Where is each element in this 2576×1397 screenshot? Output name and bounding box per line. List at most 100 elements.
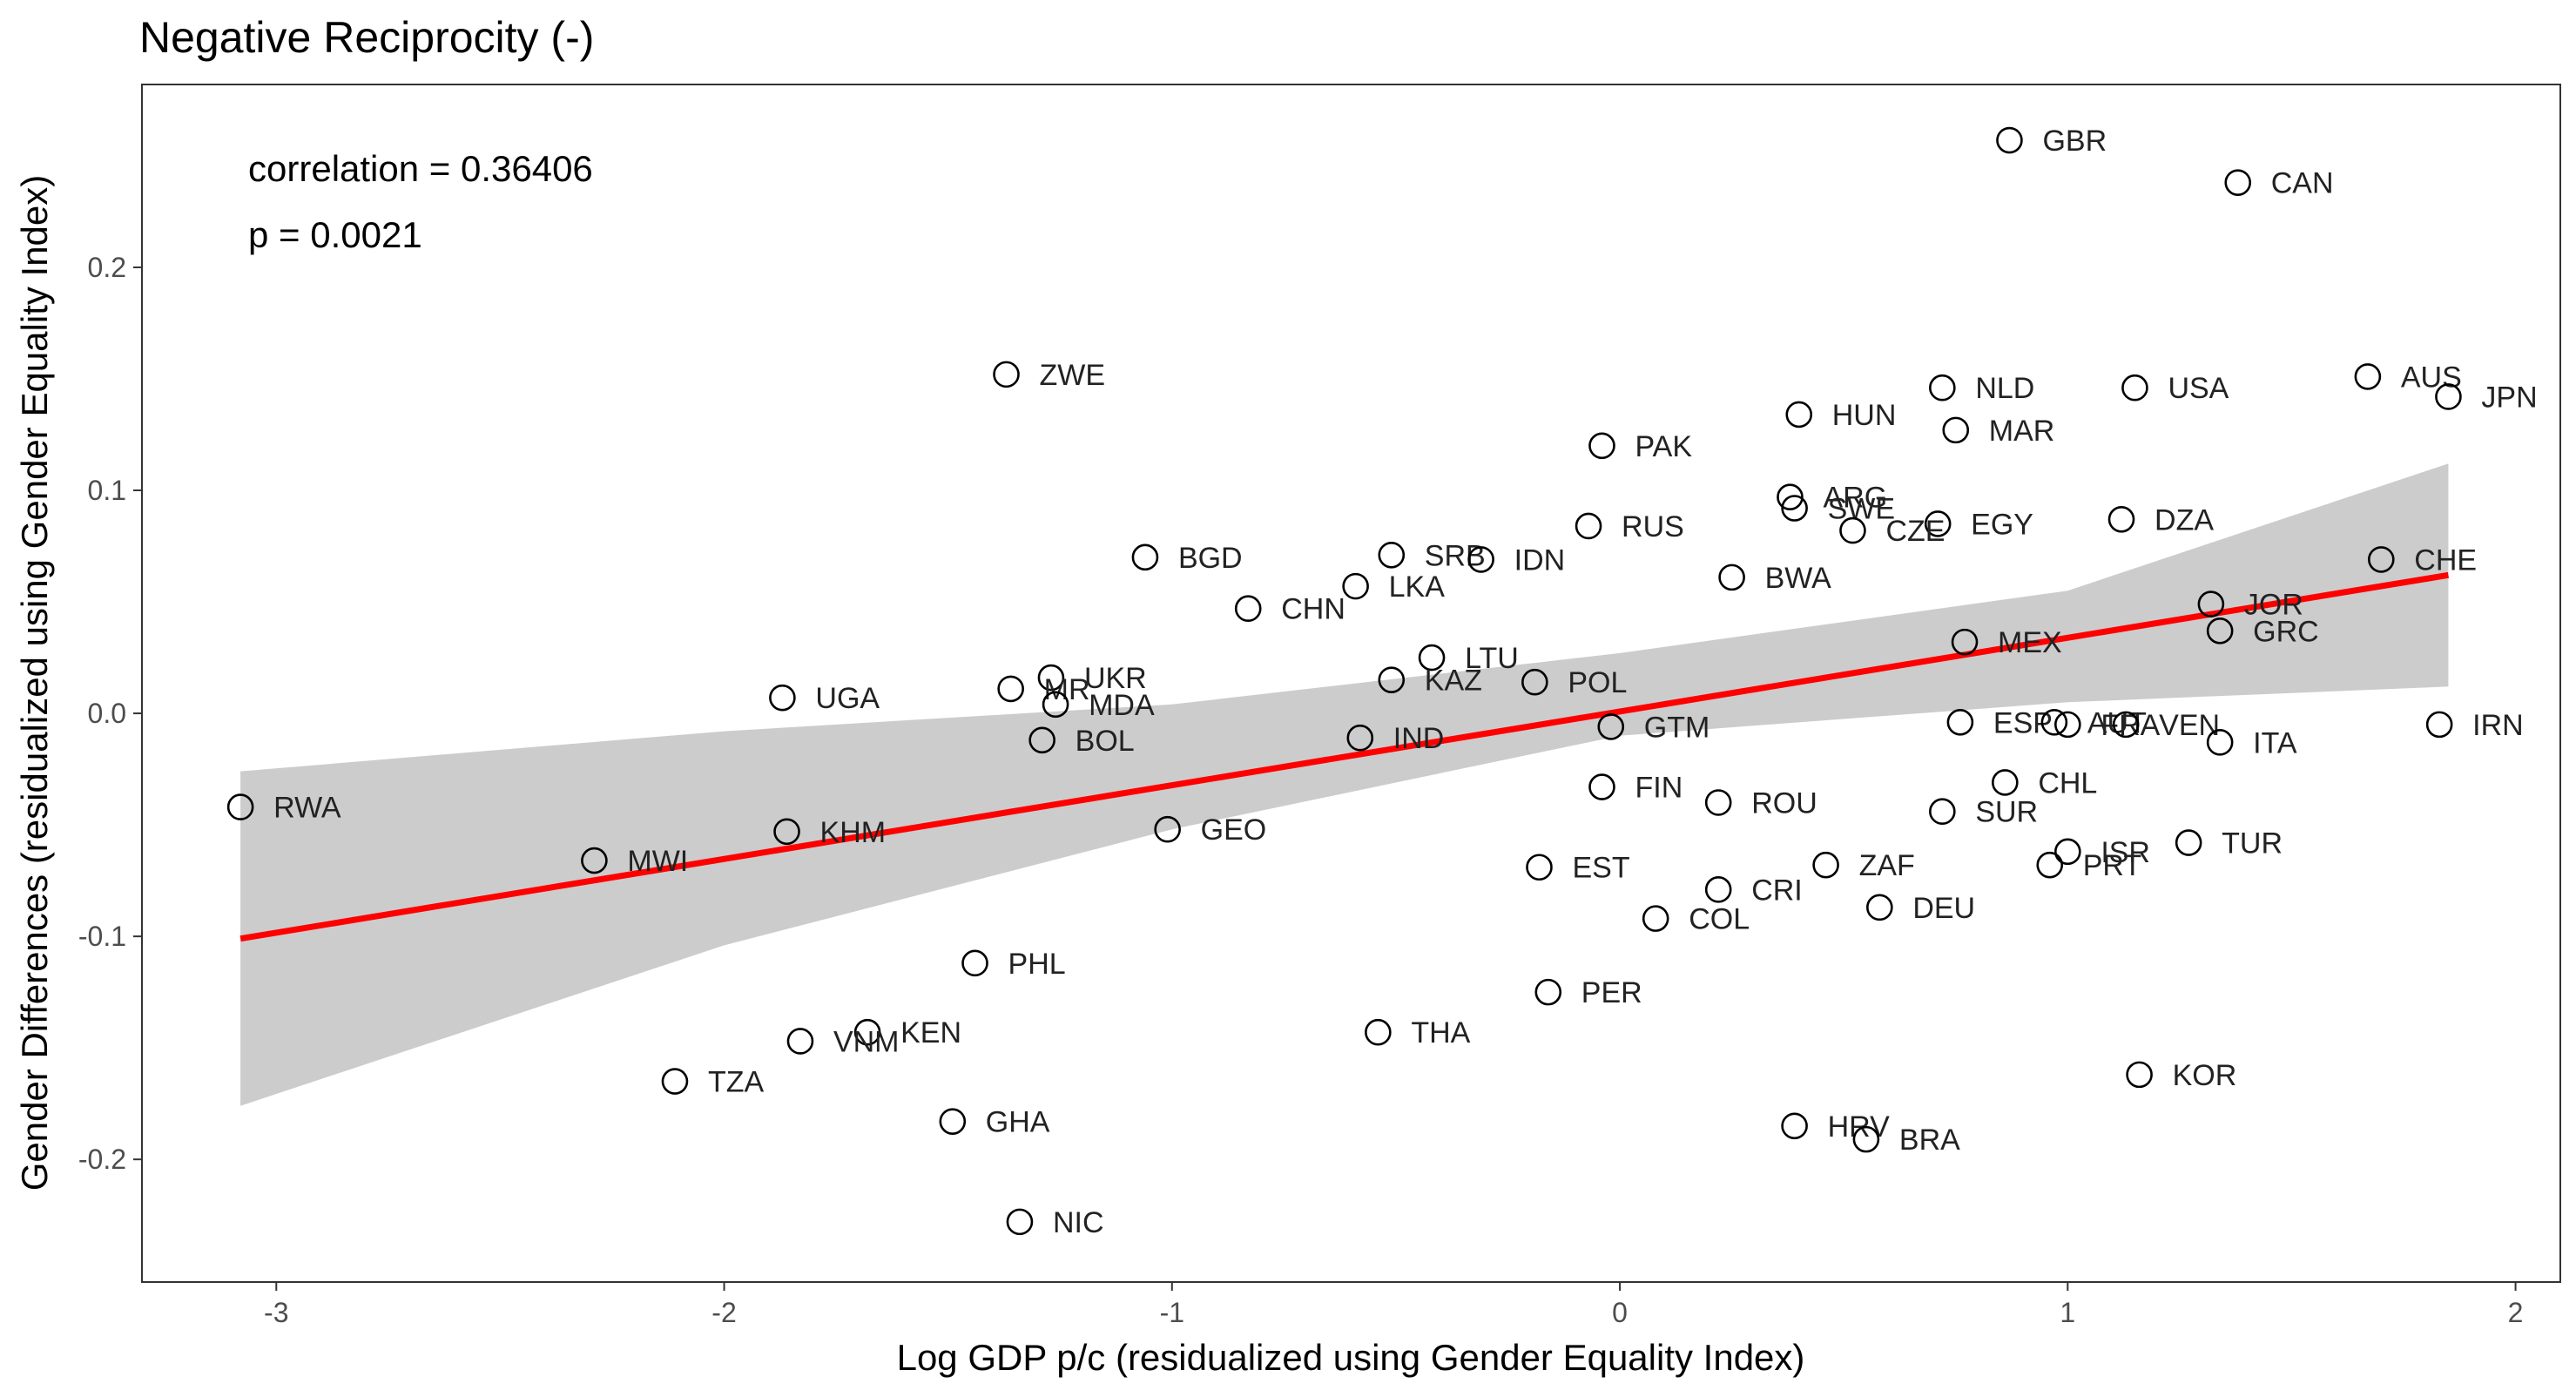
data-point xyxy=(1526,854,1553,881)
data-point xyxy=(2054,711,2081,739)
data-point xyxy=(226,793,254,820)
data-point-label: VEN xyxy=(2159,709,2220,742)
data-point-group: NIC xyxy=(1006,1206,1104,1239)
data-point xyxy=(1042,691,1069,719)
data-point xyxy=(1588,432,1615,460)
data-point xyxy=(1378,666,1406,693)
x-axis-title: Log GDP p/c (residualized using Gender E… xyxy=(897,1337,1805,1378)
data-point-label: MWI xyxy=(627,845,688,878)
data-point-label: ROU xyxy=(1751,786,1817,820)
y-tick-label: 0.0 xyxy=(88,698,126,729)
data-point-label: IRN xyxy=(2472,709,2524,742)
data-point xyxy=(2054,838,2081,866)
data-point-group: CRI xyxy=(1704,874,1803,907)
data-point-label: PHL xyxy=(1008,948,1066,981)
data-point xyxy=(1704,789,1732,816)
data-point-label: RUS xyxy=(1622,510,1684,543)
data-point-group: JPN xyxy=(2435,381,2538,414)
data-point-group: ITA xyxy=(2206,726,2297,759)
data-point-label: ZWE xyxy=(1040,359,1106,392)
data-point xyxy=(1992,769,2019,796)
x-tick-label: 2 xyxy=(2508,1297,2524,1328)
data-point-label: JOR xyxy=(2244,589,2303,622)
data-point xyxy=(1929,374,1956,402)
data-point-label: USA xyxy=(2168,372,2229,405)
data-point xyxy=(1467,546,1494,573)
data-point-label: CAN xyxy=(2271,167,2334,200)
data-point-label: ISR xyxy=(2101,836,2150,869)
confidence-band xyxy=(240,463,2449,1106)
data-point-label: KHM xyxy=(820,816,887,849)
data-point-group: POL xyxy=(1521,666,1627,699)
data-point xyxy=(1037,664,1065,692)
data-point-group: BOL xyxy=(1028,725,1135,758)
data-point-group: AUS xyxy=(2354,361,2462,394)
data-point xyxy=(2435,383,2462,410)
y-tick-label: 0.1 xyxy=(88,475,126,506)
data-point-group: KHM xyxy=(773,816,887,849)
data-point-group: MDA xyxy=(1042,689,1155,722)
data-point-label: BOL xyxy=(1076,725,1135,758)
data-point-group: MWI xyxy=(581,845,688,878)
data-point-group: UGA xyxy=(769,682,880,715)
data-point-group: EST xyxy=(1526,852,1630,885)
data-point-group: GRC xyxy=(2206,615,2319,648)
data-point xyxy=(1342,572,1369,600)
data-point-label: JPN xyxy=(2481,381,2537,414)
data-point-group: COL xyxy=(1642,903,1750,936)
y-axis-title: Gender Differences (residualized using G… xyxy=(14,175,55,1191)
data-point-group: TZA xyxy=(661,1066,765,1099)
data-point xyxy=(939,1108,967,1135)
data-point-group: IND xyxy=(1346,722,1445,755)
data-point xyxy=(786,1028,814,1055)
data-point-label: CRI xyxy=(1751,874,1803,907)
data-point-label: GHA xyxy=(986,1106,1050,1139)
data-point-label: RWA xyxy=(273,792,341,825)
data-point-group: FIN xyxy=(1588,772,1682,805)
data-point-label: KAZ xyxy=(1425,665,1482,698)
data-point-group: DEU xyxy=(1866,892,1975,925)
data-point-group: GEO xyxy=(1154,813,1267,847)
data-point xyxy=(1718,564,1745,591)
confidence-band-layer xyxy=(240,463,2449,1106)
data-point xyxy=(581,847,608,874)
data-point xyxy=(1812,851,1839,879)
data-point-group: BGD xyxy=(1131,542,1243,575)
data-point-label: GEO xyxy=(1201,813,1267,847)
data-point-group: HRV xyxy=(1781,1110,1890,1144)
data-point xyxy=(853,1018,881,1046)
data-point xyxy=(1534,978,1562,1006)
data-point-label: MDA xyxy=(1089,689,1155,722)
data-point xyxy=(1946,709,1974,736)
data-point-label: ZAF xyxy=(1859,849,1915,882)
correlation-annotation: correlation = 0.36406 xyxy=(248,148,593,189)
data-point-group: CAN xyxy=(2224,167,2334,200)
data-point xyxy=(1154,815,1181,843)
data-point-group: BRA xyxy=(1852,1124,1960,1157)
data-point-group: NLD xyxy=(1929,372,2034,405)
data-point xyxy=(1951,628,1979,656)
data-point-group: GTM xyxy=(1597,711,1710,744)
data-point-group: RUS xyxy=(1575,510,1684,543)
data-point-label: GTM xyxy=(1644,711,1710,744)
data-point-group: CHN xyxy=(1234,593,1345,626)
data-point-group: KAZ xyxy=(1378,665,1482,698)
data-point xyxy=(1346,724,1374,752)
data-point xyxy=(2112,711,2140,739)
data-point xyxy=(1942,416,1970,444)
data-point-group: HUN xyxy=(1785,399,1896,432)
data-point-group: LTU xyxy=(1418,642,1519,675)
data-point-group: BWA xyxy=(1718,562,1831,595)
data-point-label: UKR xyxy=(1084,662,1147,695)
data-point-label: ITA xyxy=(2253,726,2297,759)
data-point-group: USA xyxy=(2121,372,2229,405)
data-point-group: LKA xyxy=(1342,570,1445,604)
data-point-label: CZE xyxy=(1885,515,1945,548)
data-point-label: ARG xyxy=(1823,482,1887,515)
data-point-label: EST xyxy=(1572,852,1629,885)
regression-line-layer xyxy=(239,571,2450,942)
data-point-label: IND xyxy=(1393,722,1445,755)
y-tick-label: -0.2 xyxy=(78,1144,126,1175)
